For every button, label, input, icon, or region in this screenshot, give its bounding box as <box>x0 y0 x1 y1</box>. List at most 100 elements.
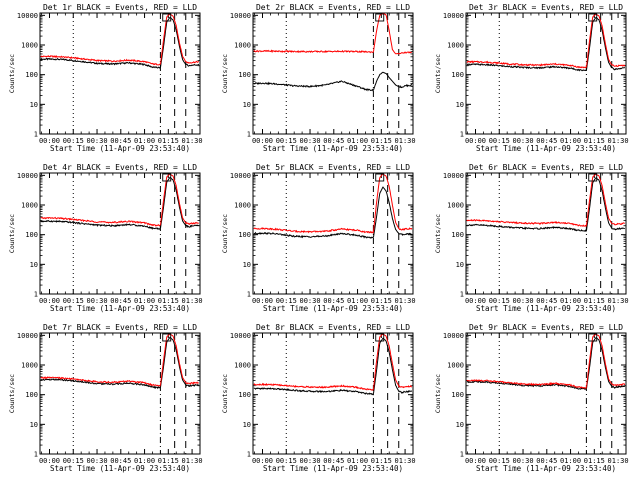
x-tick-label: 00:30 <box>86 297 107 305</box>
y-tick-label: 10 <box>30 421 38 429</box>
x-tick-label: 01:30 <box>608 137 629 145</box>
x-tick-label: 00:00 <box>252 137 273 145</box>
x-axis-title: Start Time (11-Apr-09 23:53:40) <box>476 304 616 313</box>
plot-frame <box>252 172 414 295</box>
plot-frame <box>465 332 627 455</box>
y-tick-label: 1000 <box>234 42 251 50</box>
peak-marker-box <box>588 173 598 182</box>
y-axis-title: Counts/sec <box>221 374 229 413</box>
y-axis-title: Counts/sec <box>221 54 229 93</box>
series-line-events <box>40 16 200 70</box>
x-tick-label: 01:30 <box>608 297 629 305</box>
panel-det-6r: Det 6r BLACK = Events, RED = LLD 1 10 100 10… <box>434 163 629 313</box>
x-tick-label: 01:00 <box>560 457 581 465</box>
panel-title: Det 1r BLACK = Events, RED = LLD <box>43 3 197 12</box>
x-tick-label: 01:15 <box>371 457 392 465</box>
plot-frame <box>252 12 414 135</box>
x-tick-label: 01:15 <box>371 137 392 145</box>
y-tick-label: 10 <box>456 421 464 429</box>
x-tick-label: 00:00 <box>465 137 486 145</box>
x-tick-label: 00:15 <box>276 137 297 145</box>
x-tick-label: 00:00 <box>39 297 60 305</box>
x-tick-label: 01:30 <box>608 457 629 465</box>
y-tick-label: 100 <box>238 71 251 79</box>
y-tick-label: 10000 <box>443 332 464 340</box>
x-tick-label: 00:45 <box>323 297 344 305</box>
x-tick-label: 01:00 <box>560 137 581 145</box>
series-line-events <box>466 177 625 233</box>
y-tick-label: 1000 <box>234 202 251 210</box>
panel-title: Det 6r BLACK = Events, RED = LLD <box>469 163 623 172</box>
series-line-lld <box>466 13 626 69</box>
y-tick-label: 10000 <box>17 172 38 180</box>
y-tick-label: 1000 <box>447 42 464 50</box>
x-tick-label: 00:00 <box>252 297 273 305</box>
x-tick-label: 00:15 <box>489 457 510 465</box>
panel-det-1r: Det 1r BLACK = Events, RED = LLD 1 10 100 10… <box>8 3 203 153</box>
y-axis-title: Counts/sec <box>434 214 442 253</box>
x-tick-label: 00:30 <box>512 137 533 145</box>
x-tick-label: 00:15 <box>63 137 84 145</box>
x-tick-label: 01:30 <box>182 297 203 305</box>
y-tick-label: 1000 <box>21 202 38 210</box>
x-tick-label: 00:45 <box>536 457 557 465</box>
panel-det-3r: Det 3r BLACK = Events, RED = LLD 1 10 100 10… <box>434 3 629 153</box>
series-line-events <box>253 186 413 239</box>
x-axis-title: Start Time (11-Apr-09 23:53:40) <box>263 144 403 153</box>
panel-det-9r: Det 9r BLACK = Events, RED = LLD 1 10 100 10… <box>434 323 629 473</box>
series-line-events <box>253 337 413 396</box>
x-tick-label: 00:15 <box>489 137 510 145</box>
x-tick-label: 00:45 <box>536 297 557 305</box>
x-tick-label: 01:00 <box>347 297 368 305</box>
y-tick-label: 100 <box>451 391 464 399</box>
y-tick-label: 10000 <box>443 12 464 20</box>
x-tick-label: 01:00 <box>347 137 368 145</box>
x-tick-label: 01:15 <box>158 137 179 145</box>
x-tick-label: 00:15 <box>63 457 84 465</box>
series-line-lld <box>466 173 625 228</box>
x-tick-label: 00:45 <box>323 457 344 465</box>
plot-frame <box>252 332 414 455</box>
plot-frame <box>39 332 201 455</box>
plot-frame <box>39 172 201 295</box>
panel-det-4r: Det 4r BLACK = Events, RED = LLD 1 10 100 10… <box>8 163 203 313</box>
peak-marker-box <box>375 173 385 182</box>
x-axis-title: Start Time (11-Apr-09 23:53:40) <box>50 144 190 153</box>
x-tick-label: 00:30 <box>299 457 320 465</box>
y-tick-label: 10000 <box>230 172 251 180</box>
series-line-events <box>40 336 199 390</box>
series-line-events <box>253 71 413 92</box>
y-tick-label: 1 <box>34 451 38 459</box>
y-tick-label: 10 <box>243 261 251 269</box>
y-tick-label: 1 <box>247 451 251 459</box>
y-tick-label: 10 <box>456 261 464 269</box>
x-axis-title: Start Time (11-Apr-09 23:53:40) <box>476 144 616 153</box>
peak-marker-box <box>162 13 172 22</box>
x-axis-title: Start Time (11-Apr-09 23:53:40) <box>263 304 403 313</box>
panel-title: Det 9r BLACK = Events, RED = LLD <box>469 323 623 332</box>
panel-det-8r: Det 8r BLACK = Events, RED = LLD 1 10 100 10… <box>221 323 416 473</box>
y-tick-label: 10000 <box>230 12 251 20</box>
x-tick-label: 00:30 <box>299 297 320 305</box>
panel-det-2r: Det 2r BLACK = Events, RED = LLD 1 10 100 10… <box>221 3 416 153</box>
x-axis-title: Start Time (11-Apr-09 23:53:40) <box>263 464 403 473</box>
x-tick-label: 01:15 <box>584 457 605 465</box>
panel-title: Det 8r BLACK = Events, RED = LLD <box>256 323 410 332</box>
x-tick-label: 00:30 <box>86 457 107 465</box>
peak-marker-box <box>162 173 172 182</box>
x-tick-label: 01:15 <box>158 297 179 305</box>
x-tick-label: 01:00 <box>560 297 581 305</box>
x-tick-label: 00:15 <box>489 297 510 305</box>
y-tick-label: 100 <box>451 231 464 239</box>
x-tick-label: 01:15 <box>158 457 179 465</box>
x-axis-title: Start Time (11-Apr-09 23:53:40) <box>476 464 616 473</box>
y-axis-title: Counts/sec <box>8 214 16 253</box>
x-tick-label: 00:15 <box>63 297 84 305</box>
x-tick-label: 00:45 <box>323 137 344 145</box>
x-tick-label: 00:30 <box>512 457 533 465</box>
y-tick-label: 10 <box>456 101 464 109</box>
series-line-events <box>466 337 626 390</box>
y-tick-label: 1000 <box>447 362 464 370</box>
